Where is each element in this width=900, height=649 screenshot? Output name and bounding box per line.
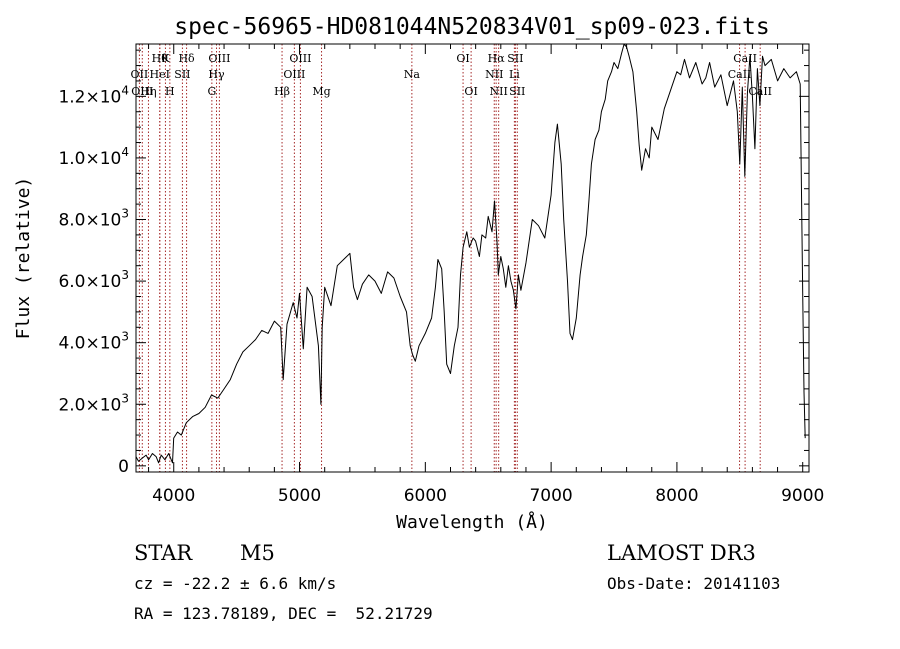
marker-label-8: Hδ [178, 52, 195, 65]
marker-label-25: CaII [728, 68, 752, 81]
emission-line-labels: OIIOIIIHηHθHeIKHSIIHδGHγOIIIHβOIIIOIIIMg… [131, 52, 772, 98]
y-tick-label-4: 8.0×103 [58, 207, 129, 231]
marker-label-21: NII [490, 85, 508, 98]
marker-label-2: Hη [140, 85, 156, 98]
x-tick-label-2: 6000 [404, 486, 447, 506]
marker-label-10: Hγ [208, 68, 225, 81]
y-axis-ticks: 0 2.0×103 4.0×103 6.0×103 8.0×103 1.0×104 1.2×… [58, 49, 809, 477]
marker-label-14: OIII [289, 52, 311, 65]
marker-label-18: OI [464, 85, 477, 98]
marker-label-17: OI [456, 52, 469, 65]
marker-label-20: Hα [488, 52, 506, 65]
marker-label-15: Mg [312, 85, 330, 98]
y-axis-label: Flux (relative) [13, 177, 34, 340]
chart-title: spec-56965-HD081044N520834V01_sp09-023.f… [174, 14, 769, 40]
x-tick-label-1: 5000 [278, 486, 321, 506]
y-tick-label-6: 1.2×104 [58, 83, 129, 107]
marker-label-1: OIII [131, 85, 153, 98]
marker-label-9: G [207, 85, 216, 98]
marker-label-3: Hθ [152, 52, 169, 65]
marker-label-11: OIII [208, 52, 230, 65]
marker-label-6: H [165, 85, 175, 98]
observation-date: Obs-Date: 20141103 [607, 574, 780, 593]
x-tick-label-3: 7000 [529, 486, 572, 506]
marker-label-5: K [161, 52, 170, 65]
marker-label-24: SII [509, 85, 525, 98]
marker-label-4: HeI [150, 68, 170, 81]
y-tick-label-3: 6.0×103 [58, 268, 129, 292]
spectrum-line [135, 43, 806, 464]
y-tick-label-0: 0 [118, 457, 129, 477]
marker-label-12: Hβ [274, 85, 290, 98]
object-subclass: M5 [240, 541, 275, 565]
x-tick-label-4: 8000 [655, 486, 698, 506]
redshift-cz: cz = -22.2 ± 6.6 km/s [134, 574, 336, 593]
marker-label-7: SII [174, 68, 190, 81]
ra-dec-coordinates: RA = 123.78189, DEC = 52.21729 [134, 604, 433, 623]
object-class: STAR [134, 541, 193, 565]
y-tick-label-5: 1.0×104 [58, 145, 129, 169]
marker-label-0: OII [131, 68, 149, 81]
marker-label-16: Na [404, 68, 421, 81]
y-tick-label-2: 4.0×103 [58, 330, 129, 354]
x-tick-label-0: 4000 [152, 486, 195, 506]
marker-label-26: CaII [733, 52, 757, 65]
marker-label-13: OIII [283, 68, 305, 81]
x-axis-ticks: 4000 5000 6000 7000 8000 9000 [148, 44, 824, 506]
plot-frame [135, 43, 810, 473]
x-axis-label: Wavelength (Å) [396, 511, 548, 533]
y-tick-label-1: 2.0×103 [58, 391, 129, 415]
marker-label-22: Li [509, 68, 520, 81]
marker-label-19: NII [485, 68, 503, 81]
emission-line-markers [138, 44, 761, 472]
marker-label-23: SII [507, 52, 523, 65]
x-tick-label-5: 9000 [781, 486, 824, 506]
survey-name: LAMOST DR3 [607, 541, 756, 565]
